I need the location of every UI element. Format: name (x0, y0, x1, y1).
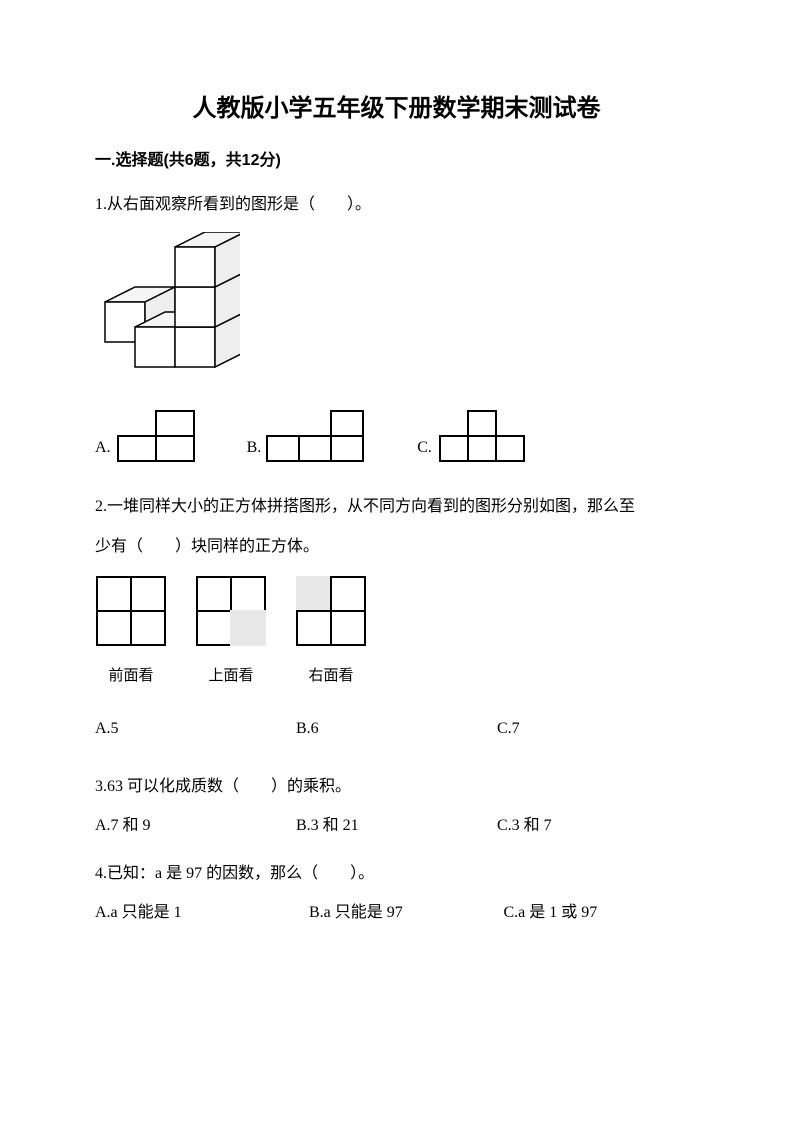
q2-text-line2: 少有（ ）块同样的正方体。 (95, 534, 698, 560)
question-1: 1.从右面观察所看到的图形是（ ）。 (95, 192, 698, 464)
q2-view-front-label: 前面看 (95, 664, 167, 688)
page-title: 人教版小学五年级下册数学期末测试卷 (95, 90, 698, 128)
q1-optB-shape (265, 410, 367, 464)
q4-options: A.a 只能是 1 B.a 只能是 97 C.a 是 1 或 97 (95, 900, 698, 926)
question-4: 4.已知：a 是 97 的因数，那么（ ）。 A.a 只能是 1 B.a 只能是… (95, 861, 698, 926)
q1-option-a: A. (95, 410, 197, 464)
q3-optA: A.7 和 9 (95, 813, 296, 839)
q1-options: A. B. C. (95, 410, 698, 464)
q1-optB-label: B. (247, 435, 262, 461)
q4-optC: C.a 是 1 或 97 (503, 900, 698, 926)
q2-optA: A.5 (95, 716, 296, 742)
q3-optB: B.3 和 21 (296, 813, 497, 839)
q1-optC-label: C. (417, 435, 432, 461)
question-3: 3.63 可以化成质数（ ）的乘积。 A.7 和 9 B.3 和 21 C.3 … (95, 774, 698, 839)
q1-option-c: C. (417, 410, 528, 464)
q1-optA-shape (115, 410, 197, 464)
q3-text: 3.63 可以化成质数（ ）的乘积。 (95, 774, 698, 800)
q1-option-b: B. (247, 410, 368, 464)
q3-options: A.7 和 9 B.3 和 21 C.3 和 7 (95, 813, 698, 839)
q2-text-line1: 2.一堆同样大小的正方体拼搭图形，从不同方向看到的图形分别如图，那么至 (95, 494, 698, 520)
q2-view-top-label: 上面看 (195, 664, 267, 688)
q4-optB: B.a 只能是 97 (309, 900, 504, 926)
q4-optA: A.a 只能是 1 (95, 900, 309, 926)
q2-view-right-label: 右面看 (295, 664, 367, 688)
q2-views: 前面看 上面看 右面看 (95, 575, 698, 688)
question-2: 2.一堆同样大小的正方体拼搭图形，从不同方向看到的图形分别如图，那么至 少有（ … (95, 494, 698, 741)
q3-optC: C.3 和 7 (497, 813, 698, 839)
q2-view-right: 右面看 (295, 575, 367, 688)
q1-optA-label: A. (95, 435, 111, 461)
q1-cube-figure (95, 232, 698, 391)
q2-view-front: 前面看 (95, 575, 167, 688)
section-header: 一.选择题(共6题，共12分) (95, 148, 698, 174)
q2-view-top: 上面看 (195, 575, 267, 688)
q1-text: 1.从右面观察所看到的图形是（ ）。 (95, 192, 698, 218)
q4-text: 4.已知：a 是 97 的因数，那么（ ）。 (95, 861, 698, 887)
q2-options: A.5 B.6 C.7 (95, 716, 698, 742)
q1-optC-shape (436, 410, 528, 464)
q2-optB: B.6 (296, 716, 497, 742)
q2-optC: C.7 (497, 716, 698, 742)
